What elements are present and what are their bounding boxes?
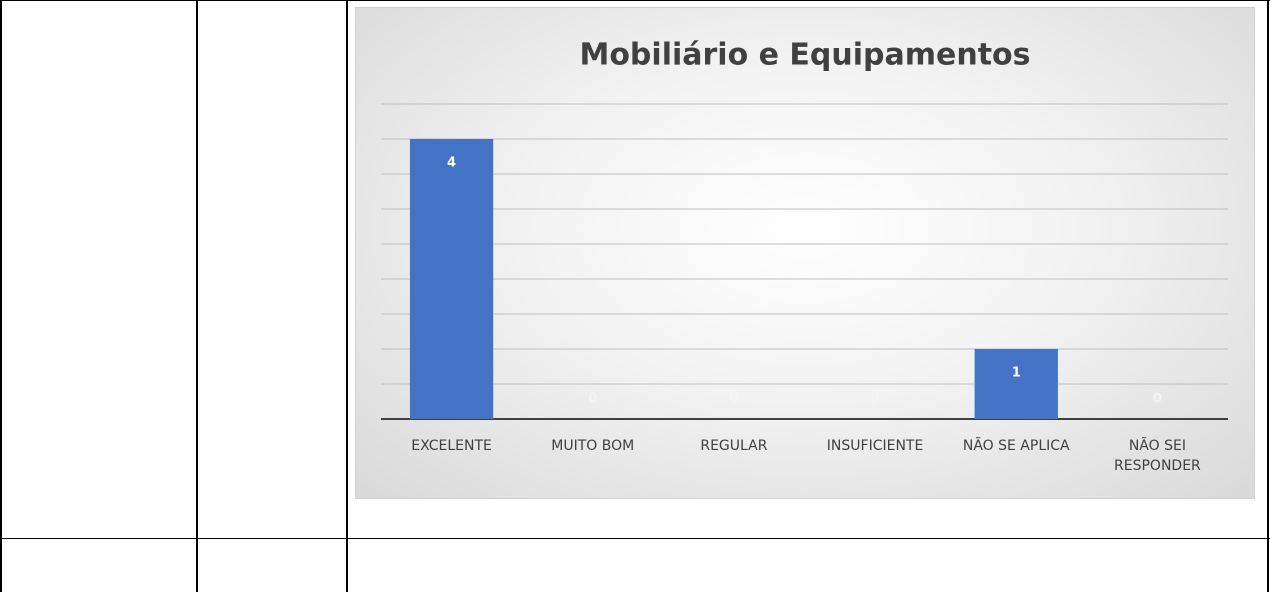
table-border	[346, 0, 348, 592]
data-label: 0	[871, 392, 880, 407]
table-border	[0, 538, 1270, 539]
data-label: 0	[588, 392, 597, 407]
table-border	[0, 0, 1270, 1]
bar	[409, 139, 494, 419]
x-tick-label: REGULAR	[700, 438, 768, 454]
data-label: 4	[447, 156, 456, 171]
bar	[974, 349, 1058, 419]
table-border	[1267, 0, 1269, 592]
data-label: 0	[1153, 392, 1162, 407]
x-tick-label: INSUFICIENTE	[826, 438, 924, 454]
x-tick-label: NÃO SE APLICA	[962, 438, 1070, 454]
table-border	[0, 0, 2, 592]
chart-title: Mobiliário e Equipamentos	[579, 38, 1030, 73]
table-border	[196, 0, 198, 592]
chart-area: Mobiliário e Equipamentos 4 0 0 0 1 0 EXCELEN…	[355, 7, 1255, 499]
x-tick-label: NÃO SEI RESPONDER	[1114, 438, 1201, 474]
x-tick-label: MUITO BOM	[551, 438, 635, 454]
x-tick-label: EXCELENTE	[411, 438, 492, 454]
data-label: 0	[729, 392, 738, 407]
chart: Mobiliário e Equipamentos 4 0 0 0 1 0	[381, 38, 1228, 420]
data-label: 1	[1012, 366, 1021, 381]
